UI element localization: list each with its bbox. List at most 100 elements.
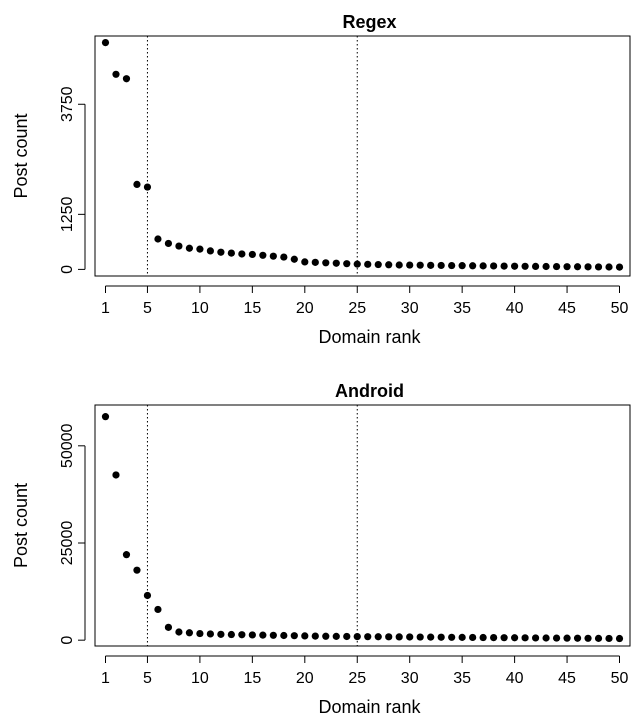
data-point (343, 632, 351, 641)
x-tick-label: 5 (143, 670, 152, 687)
data-point (301, 632, 309, 640)
data-point (584, 634, 592, 642)
data-point (521, 262, 529, 270)
data-point (133, 566, 141, 574)
data-point (185, 629, 194, 637)
data-point (531, 262, 540, 270)
plot-frame (94, 404, 631, 647)
data-point (542, 634, 550, 642)
data-point (101, 39, 110, 47)
data-point (259, 631, 267, 639)
data-point (196, 245, 204, 253)
data-point (112, 70, 120, 78)
x-tick-label: 25 (348, 670, 366, 687)
data-point (280, 631, 288, 640)
y-axis-label: Post count (11, 113, 31, 198)
data-point (563, 634, 571, 642)
data-point (143, 591, 152, 600)
data-point (143, 183, 152, 191)
x-tick-label: 35 (453, 670, 471, 687)
data-point (437, 633, 445, 641)
data-point (217, 248, 225, 256)
data-point (343, 260, 351, 268)
data-point (353, 632, 361, 641)
data-point (301, 258, 309, 266)
data-point (563, 263, 571, 271)
data-point (227, 249, 235, 257)
data-point (290, 632, 298, 640)
chart-title: Regex (342, 12, 396, 32)
data-point (374, 260, 382, 269)
x-tick-label: 5 (143, 300, 152, 317)
x-axis-label: Domain rank (318, 697, 421, 717)
data-point (196, 629, 204, 638)
chart-title: Android (335, 381, 404, 401)
data-point (584, 263, 592, 271)
x-tick-label: 15 (243, 300, 261, 317)
data-point (164, 623, 173, 631)
data-point (353, 260, 361, 268)
data-point (594, 263, 603, 271)
x-tick-label: 45 (558, 670, 576, 687)
data-point (227, 630, 235, 639)
data-point (427, 261, 435, 269)
data-point (311, 632, 319, 640)
y-axis-label: Post count (11, 483, 31, 568)
data-point (322, 259, 330, 267)
data-point (217, 630, 225, 638)
data-point (511, 262, 519, 270)
data-point (164, 239, 173, 248)
y-tick-label: 50000 (59, 423, 76, 468)
data-point (322, 632, 330, 640)
data-point (500, 634, 508, 642)
data-point (427, 633, 435, 641)
data-point (248, 631, 256, 639)
data-point (615, 634, 624, 643)
data-point (364, 633, 372, 641)
data-point (185, 244, 194, 252)
data-point (332, 259, 340, 267)
data-point (521, 634, 529, 642)
x-tick-label: 15 (243, 670, 261, 687)
data-point (479, 633, 487, 642)
data-point (101, 413, 110, 421)
data-point (490, 634, 498, 642)
data-point (573, 634, 582, 642)
data-point (416, 261, 424, 269)
data-point (437, 261, 445, 270)
x-tick-label: 10 (191, 300, 209, 317)
data-point (542, 262, 550, 271)
data-point (332, 632, 340, 640)
data-point (406, 261, 414, 269)
x-tick-label: 30 (401, 300, 419, 317)
data-point (154, 605, 162, 614)
data-point (364, 260, 372, 268)
x-tick-label: 1 (101, 670, 110, 687)
data-point (374, 633, 382, 641)
x-tick-label: 40 (506, 670, 524, 687)
y-tick-label: 0 (59, 265, 76, 274)
data-point (248, 250, 256, 259)
x-tick-label: 10 (191, 670, 209, 687)
data-point (259, 251, 267, 259)
y-tick-label: 3750 (59, 86, 76, 122)
x-tick-label: 35 (453, 300, 471, 317)
data-point (238, 631, 246, 639)
data-point (238, 250, 246, 258)
data-point (122, 75, 131, 83)
data-point (552, 634, 561, 642)
data-point (605, 634, 613, 643)
y-tick-label: 1250 (59, 196, 76, 232)
data-point (290, 255, 298, 263)
data-point (605, 263, 613, 271)
data-point (469, 633, 477, 642)
y-tick-label: 25000 (59, 521, 76, 566)
x-axis-label: Domain rank (318, 327, 421, 347)
data-point (112, 471, 120, 479)
data-point (122, 551, 131, 559)
data-point (269, 631, 277, 639)
